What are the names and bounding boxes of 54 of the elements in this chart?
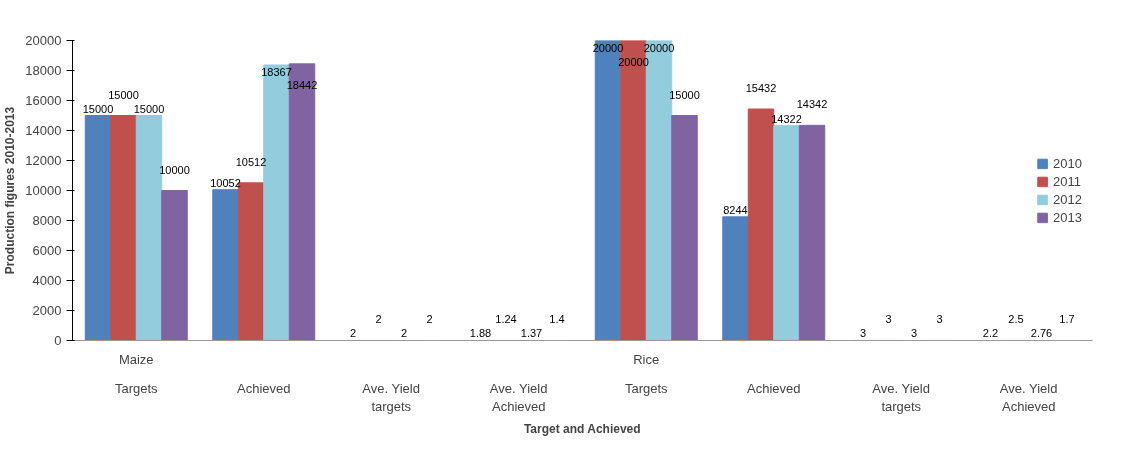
y-axis-title: Production figures 2010-2013 xyxy=(3,106,18,275)
y-tick-label: 18000 xyxy=(25,63,62,78)
data-label: 10000 xyxy=(159,163,190,176)
data-label: 2 xyxy=(349,327,357,340)
data-label: 2 xyxy=(426,313,433,326)
x-tick-label: Ave. Yield targets xyxy=(872,380,930,414)
x-tick-label: Achieved xyxy=(237,380,291,396)
data-label: 3 xyxy=(936,313,943,326)
y-tick-label: 10000 xyxy=(25,183,62,198)
y-tick-label: 0 xyxy=(54,333,62,348)
data-label: 14342 xyxy=(796,98,828,111)
data-label: 10052 xyxy=(210,176,241,189)
data-label: 1.4 xyxy=(549,313,565,326)
data-label: 1.37 xyxy=(520,327,543,340)
data-label: 2.2 xyxy=(982,327,999,340)
data-label: 15000 xyxy=(133,102,165,115)
x-tick-label: Targets xyxy=(114,380,159,396)
data-label: 2.5 xyxy=(1008,313,1024,326)
y-tick-label: 12000 xyxy=(25,153,62,168)
data-label: 2 xyxy=(400,327,408,340)
legend-label: 2013 xyxy=(1053,209,1082,225)
data-label: 15432 xyxy=(745,82,777,95)
y-tick-label: 14000 xyxy=(25,123,62,138)
x-tick-label: Targets xyxy=(624,380,669,396)
x-axis-title: Target and Achieved xyxy=(523,421,641,436)
legend-label: 2011 xyxy=(1053,173,1082,189)
data-label: 3 xyxy=(885,313,892,326)
data-label: 3 xyxy=(910,327,918,340)
x-tick-label: Ave. Yield Achieved xyxy=(489,380,548,414)
data-label: 8244 xyxy=(723,203,748,216)
data-label: 15000 xyxy=(82,102,114,115)
text: Maize xyxy=(118,351,154,367)
y-tick-label: 8000 xyxy=(32,213,62,228)
data-label: 15000 xyxy=(108,88,139,101)
x-tick-label: Achieved xyxy=(747,380,801,396)
data-label: 10512 xyxy=(235,155,267,168)
data-label: 3 xyxy=(859,327,867,340)
legend-label: 2012 xyxy=(1053,191,1082,207)
legend-label: 2010 xyxy=(1053,155,1082,171)
data-label: 15000 xyxy=(669,88,700,101)
data-label: 1.24 xyxy=(495,313,517,326)
x-tick-label: Ave. Yield targets xyxy=(362,380,420,414)
y-tick-label: 6000 xyxy=(32,243,62,258)
y-tick-label: 20000 xyxy=(25,33,62,48)
data-label: 1.88 xyxy=(469,327,492,340)
text: Rice xyxy=(633,351,660,367)
data-label: 2 xyxy=(375,313,382,326)
y-tick-label: 16000 xyxy=(25,93,62,108)
data-label: 2.76 xyxy=(1030,327,1053,340)
y-tick-label: 2000 xyxy=(32,303,62,318)
y-tick-label: 4000 xyxy=(32,273,62,288)
data-label: 1.7 xyxy=(1059,313,1075,326)
data-label: 18367 xyxy=(261,66,292,78)
x-tick-label: Ave. Yield Achieved xyxy=(999,380,1058,414)
